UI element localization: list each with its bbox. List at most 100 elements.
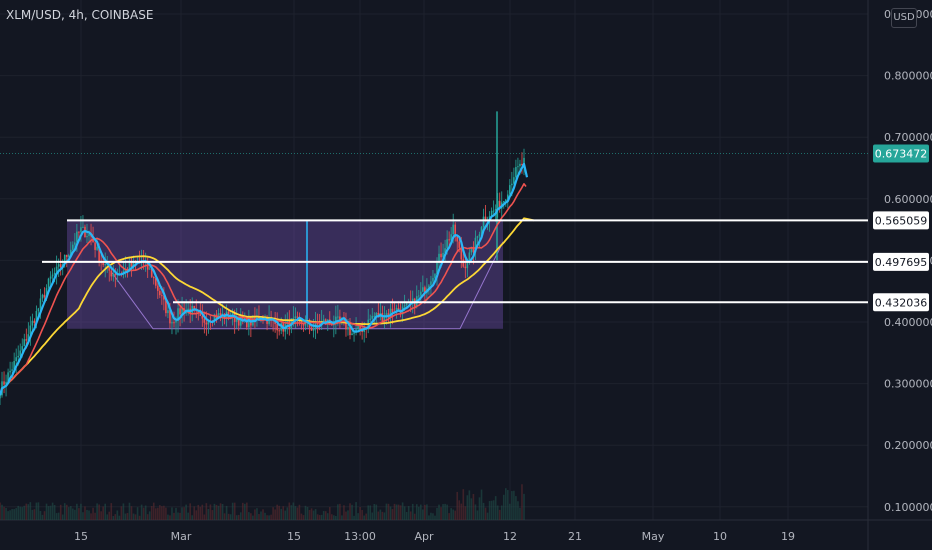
candle-body: [173, 322, 175, 324]
candle-body: [169, 310, 171, 324]
volume-bar: [330, 514, 333, 520]
volume-bar: [152, 502, 155, 520]
candle-body: [387, 313, 390, 316]
volume-bar: [500, 505, 503, 520]
candle-body: [517, 166, 519, 168]
candle-body: [373, 315, 376, 317]
volume-bar: [262, 509, 264, 520]
volume-bar: [476, 510, 479, 520]
candle-body: [51, 274, 54, 277]
volume-bar: [112, 515, 115, 520]
candle-body: [21, 346, 24, 351]
level-tag: 0.432036: [873, 293, 929, 312]
volume-bar: [39, 510, 42, 520]
volume-bar: [513, 490, 515, 520]
candle-body: [294, 316, 297, 318]
volume-bar: [57, 512, 60, 520]
candle-body: [86, 236, 88, 238]
volume-bar: [23, 505, 26, 520]
volume-bar: [197, 504, 200, 520]
volume-bar: [67, 507, 70, 520]
volume-bar: [415, 504, 418, 520]
volume-bar: [515, 496, 517, 520]
candle-body: [322, 319, 325, 322]
candle-body: [397, 307, 400, 311]
volume-bar: [124, 513, 127, 520]
volume-bar: [399, 505, 402, 520]
time-axis[interactable]: 15 Mar 15 13:00 Apr 12 21 May 10 19: [74, 530, 795, 543]
volume-bar: [179, 512, 181, 520]
volume-bar: [195, 510, 198, 520]
volume-bar: [114, 514, 117, 520]
volume-bar: [154, 508, 157, 520]
volume-bar: [478, 497, 481, 520]
volume-bar: [84, 506, 86, 520]
volume-bar: [405, 512, 408, 520]
volume-bar: [333, 515, 335, 520]
volume-bar: [49, 505, 52, 520]
candle-body: [154, 278, 157, 286]
candle-body: [235, 318, 238, 322]
candle-body: [515, 167, 517, 178]
price-tick-label: 0.600000: [884, 193, 932, 206]
volume-bar: [430, 512, 432, 520]
volume-bar: [371, 512, 374, 520]
volume-bar: [304, 505, 307, 520]
candle-body: [474, 237, 477, 253]
level-tag-box: [873, 293, 929, 312]
volume-bar: [452, 509, 454, 520]
volume-bar: [367, 505, 370, 520]
volume-bar: [185, 504, 187, 520]
volume-bar: [128, 502, 131, 520]
volume-bar: [241, 502, 244, 520]
volume-bar: [492, 500, 495, 520]
time-tick-label: 15: [287, 530, 301, 543]
price-tick-label: 0.800000: [884, 70, 932, 83]
volume-bar: [521, 484, 523, 520]
price-axis[interactable]: 0.1000000.2000000.3000000.4000000.500000…: [884, 8, 932, 514]
volume-bar: [494, 496, 497, 520]
volume-bar: [349, 503, 351, 520]
candle-body: [171, 322, 173, 324]
chart-title: XLM/USD, 4h, COINBASE: [6, 8, 154, 22]
volume-bar: [203, 514, 206, 520]
volume-bar: [191, 515, 194, 520]
candle-body: [450, 234, 452, 241]
volume-bar: [369, 505, 372, 520]
candle-body: [339, 316, 341, 321]
volume-bar: [27, 504, 30, 520]
candle-body: [422, 287, 424, 292]
candle-body: [462, 259, 465, 267]
volume-bar: [217, 505, 220, 520]
currency-button[interactable]: USD: [891, 8, 917, 28]
candle-body: [11, 369, 13, 371]
volume-bar: [395, 504, 398, 520]
candle-body: [187, 308, 189, 311]
volume-bar: [300, 513, 303, 520]
volume-bar: [302, 515, 305, 520]
candle-body: [31, 320, 34, 326]
volume-bar: [460, 503, 463, 520]
volume-bar: [464, 506, 467, 520]
volume-bar: [523, 493, 525, 520]
volume-bar: [268, 515, 270, 520]
volume-bar: [284, 510, 287, 520]
volume-bar: [507, 490, 509, 520]
candle-body: [411, 298, 414, 304]
volume-bar: [361, 510, 363, 520]
volume-bar: [5, 507, 7, 520]
volume-bar: [397, 504, 400, 520]
volume-bar: [391, 509, 394, 520]
candle-body: [345, 318, 347, 330]
candle-body: [175, 320, 177, 323]
candle-body: [440, 253, 442, 258]
level-tag-label: 0.432036: [875, 296, 928, 309]
level-lines[interactable]: [0, 153, 868, 304]
candle-body: [333, 324, 335, 326]
volume-bar: [383, 512, 386, 520]
volume-bar: [231, 502, 234, 520]
volume-bar: [341, 515, 343, 520]
candle-body: [241, 316, 244, 321]
volume-bar: [134, 514, 137, 520]
